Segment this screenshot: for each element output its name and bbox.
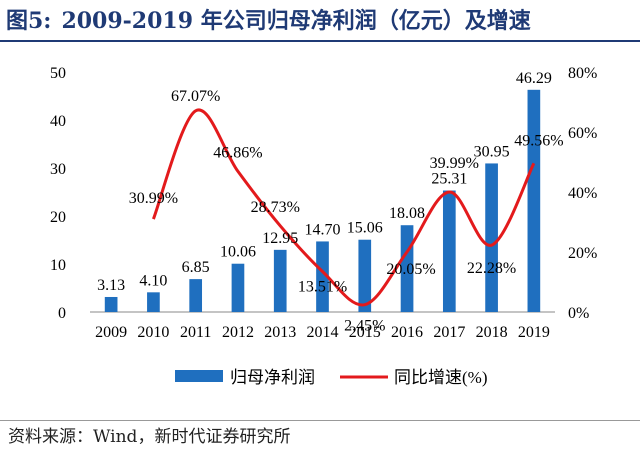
x-tick-label: 2011 [180,324,211,341]
y-right-tick-label: 80% [568,65,597,82]
bar-value-label: 10.06 [220,244,256,261]
x-tick-label: 2013 [264,324,296,341]
bar [527,89,541,312]
line-value-label: 13.51% [298,278,347,295]
x-tick-label: 2010 [137,324,169,341]
line-value-label: 20.05% [386,261,435,278]
bar-value-label: 30.95 [474,143,510,160]
bar-value-label: 4.10 [139,272,167,289]
legend-bar-swatch [175,370,223,382]
legend-line-label: 同比增速(%) [394,368,487,387]
bar [104,296,118,312]
chart-axes: 0 10 20 30 40 50 0% 20% 40% 60% 80% 2009 2010 2011 201… [50,65,597,341]
bar [231,263,245,312]
legend-bar-label: 归母净利润 [230,368,315,387]
bar-value-label: 6.85 [182,259,210,276]
x-tick-label: 2014 [307,324,339,341]
data-labels: 3.13 4.10 6.85 10.06 12.95 14.70 15.06 18.08 25.… [97,70,563,335]
growth-line [152,108,536,307]
x-tick-label: 2015 [349,324,381,341]
bar-value-label: 12.95 [262,230,298,247]
bar [485,163,498,312]
line-series [152,108,536,307]
line-value-label: 46.86% [213,144,262,161]
y-right-tick-label: 0% [568,305,589,322]
line-value-label: 67.07% [171,88,220,105]
x-tick-label: 2018 [476,324,508,341]
line-value-label: 28.73% [251,199,300,216]
line-value-label: 30.99% [129,190,178,207]
y-right-tick-label: 60% [568,125,597,142]
bar [442,190,456,312]
bar-value-label: 15.06 [347,220,383,237]
x-tick-label: 2019 [518,324,550,341]
y-right-tick-label: 40% [568,185,597,202]
bar [316,241,329,312]
y-left-tick-label: 30 [50,161,66,178]
y-left-tick-label: 50 [50,65,66,82]
bar-value-label: 18.08 [389,205,425,222]
figure-title: 图5: 2009-2019 年公司归母净利润（亿元）及增速 [6,4,634,38]
profit-growth-chart: 0 10 20 30 40 50 0% 20% 40% 60% 80% 2009 2010 2011 201… [50,65,597,387]
source-note: 资料来源：Wind，新时代证券研究所 [8,427,291,447]
figure-number: 图5: [6,8,52,34]
x-tick-label: 2017 [433,324,465,341]
y-right-tick-label: 20% [568,245,597,262]
y-left-tick-label: 20 [50,209,66,226]
chart-legend: 归母净利润 同比增速(%) [175,368,487,387]
line-value-label: 49.56% [514,132,563,149]
bar-series [104,89,541,312]
line-value-label: 2.45% [344,318,385,335]
source-divider [0,420,640,421]
title-divider [0,40,640,42]
x-tick-label: 2016 [391,324,423,341]
figure-title-text: 2009-2019 年公司归母净利润（亿元）及增速 [61,8,531,34]
bar-value-label: 3.13 [97,277,125,294]
y-left-tick-label: 40 [50,113,66,130]
bar-value-label: 46.29 [516,70,552,87]
bar [147,292,160,312]
bar-value-label: 14.70 [305,221,341,238]
x-tick-label: 2012 [222,324,254,341]
bar [273,249,287,312]
bar [358,239,372,312]
line-value-label: 22.28% [467,260,516,277]
y-left-tick-label: 10 [50,257,66,274]
x-tick-label: 2009 [95,324,127,341]
bar [189,279,203,312]
y-left-tick-label: 0 [58,305,66,322]
line-value-label: 39.99% [430,155,479,172]
bar-value-label: 25.31 [431,171,467,188]
